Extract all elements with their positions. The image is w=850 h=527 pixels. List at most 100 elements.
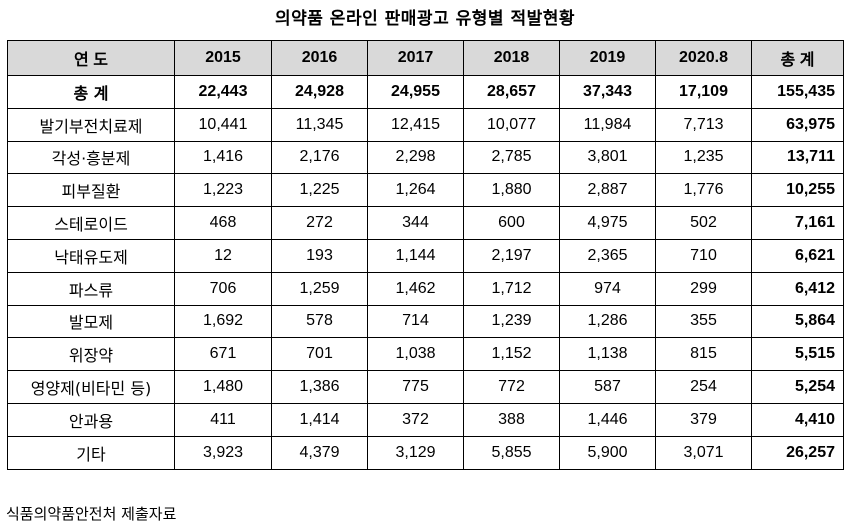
table-cell: 1,225 bbox=[271, 173, 368, 208]
table-cell: 671 bbox=[174, 337, 272, 372]
table-row: 낙태유도제 12 193 1,144 2,197 2,365 710 6,621 bbox=[7, 238, 844, 273]
table-cell: 4,975 bbox=[559, 206, 656, 240]
table-cell: 11,345 bbox=[271, 107, 368, 142]
table-cell: 372 bbox=[367, 402, 464, 437]
row-label: 발모제 bbox=[7, 304, 175, 339]
table-cell: 1,223 bbox=[174, 173, 272, 208]
table-cell: 254 bbox=[655, 370, 752, 404]
header-category: 연 도 bbox=[7, 40, 175, 76]
table-row: 영양제(비타민 등) 1,480 1,386 775 772 587 254 5,254 bbox=[7, 370, 844, 404]
table-cell: 706 bbox=[174, 271, 272, 306]
table-cell: 1,712 bbox=[463, 271, 560, 306]
table-cell: 272 bbox=[271, 206, 368, 240]
table-cell: 600 bbox=[463, 206, 560, 240]
table-cell: 10,077 bbox=[463, 107, 560, 142]
table-cell: 2,176 bbox=[271, 140, 368, 175]
table-cell: 2,365 bbox=[559, 238, 656, 273]
table-cell: 12,415 bbox=[367, 107, 464, 142]
header-year: 2015 bbox=[174, 40, 272, 76]
table-cell: 772 bbox=[463, 370, 560, 404]
table-row: 발기부전치료제 10,441 11,345 12,415 10,077 11,984 7,7… bbox=[7, 107, 844, 142]
table-row: 피부질환 1,223 1,225 1,264 1,880 2,887 1,776 10,255 bbox=[7, 173, 844, 208]
table-cell: 10,441 bbox=[174, 107, 272, 142]
table-row: 안과용 411 1,414 372 388 1,446 379 4,410 bbox=[7, 402, 844, 437]
header-year: 2019 bbox=[559, 40, 656, 76]
table-cell: 1,286 bbox=[559, 304, 656, 339]
table-cell: 24,928 bbox=[271, 75, 368, 109]
header-year: 2016 bbox=[271, 40, 368, 76]
table-row: 기타 3,923 4,379 3,129 5,855 5,900 3,071 26,257 bbox=[7, 435, 844, 470]
table-cell: 12 bbox=[174, 238, 272, 273]
row-total: 6,621 bbox=[751, 238, 844, 273]
table-cell: 1,038 bbox=[367, 337, 464, 372]
table-cell: 1,880 bbox=[463, 173, 560, 208]
row-label: 안과용 bbox=[7, 402, 175, 437]
row-label: 발기부전치료제 bbox=[7, 107, 175, 142]
table-cell: 3,801 bbox=[559, 140, 656, 175]
table-cell: 1,152 bbox=[463, 337, 560, 372]
table-cell: 1,138 bbox=[559, 337, 656, 372]
row-label: 낙태유도제 bbox=[7, 238, 175, 273]
table-cell: 355 bbox=[655, 304, 752, 339]
row-total: 26,257 bbox=[751, 435, 844, 470]
table-cell: 502 bbox=[655, 206, 752, 240]
table-cell: 1,235 bbox=[655, 140, 752, 175]
table-cell: 1,776 bbox=[655, 173, 752, 208]
row-total: 4,410 bbox=[751, 402, 844, 437]
total-row: 총 계 22,443 24,928 24,955 28,657 37,343 17,109 1… bbox=[7, 75, 844, 109]
row-label: 스테로이드 bbox=[7, 206, 175, 240]
table-cell: 17,109 bbox=[655, 75, 752, 109]
row-label: 위장약 bbox=[7, 337, 175, 372]
row-label: 각성·흥분제 bbox=[7, 140, 175, 175]
row-total: 5,515 bbox=[751, 337, 844, 372]
row-label: 기타 bbox=[7, 435, 175, 470]
row-total: 155,435 bbox=[751, 75, 844, 109]
header-total: 총 계 bbox=[751, 40, 844, 76]
table-cell: 701 bbox=[271, 337, 368, 372]
table-cell: 28,657 bbox=[463, 75, 560, 109]
table-cell: 22,443 bbox=[174, 75, 272, 109]
header-year: 2020.8 bbox=[655, 40, 752, 76]
table-cell: 714 bbox=[367, 304, 464, 339]
table-cell: 4,379 bbox=[271, 435, 368, 470]
row-total: 13,711 bbox=[751, 140, 844, 175]
table-cell: 1,414 bbox=[271, 402, 368, 437]
table-cell: 379 bbox=[655, 402, 752, 437]
table-row: 위장약 671 701 1,038 1,152 1,138 815 5,515 bbox=[7, 337, 844, 372]
table-cell: 1,239 bbox=[463, 304, 560, 339]
source-note: 식품의약품안전처 제출자료 bbox=[6, 505, 177, 523]
table-cell: 344 bbox=[367, 206, 464, 240]
table-cell: 3,071 bbox=[655, 435, 752, 470]
row-total: 5,254 bbox=[751, 370, 844, 404]
table-cell: 710 bbox=[655, 238, 752, 273]
table-cell: 24,955 bbox=[367, 75, 464, 109]
table-row: 스테로이드 468 272 344 600 4,975 502 7,161 bbox=[7, 206, 844, 240]
table-cell: 37,343 bbox=[559, 75, 656, 109]
table-cell: 1,480 bbox=[174, 370, 272, 404]
table-title: 의약품 온라인 판매광고 유형별 적발현황 bbox=[274, 9, 576, 29]
table-cell: 1,462 bbox=[367, 271, 464, 306]
table-cell: 1,264 bbox=[367, 173, 464, 208]
table-cell: 193 bbox=[271, 238, 368, 273]
row-label: 영양제(비타민 등) bbox=[7, 370, 175, 404]
row-label: 파스류 bbox=[7, 271, 175, 306]
table-cell: 1,692 bbox=[174, 304, 272, 339]
table-cell: 388 bbox=[463, 402, 560, 437]
table-cell: 5,900 bbox=[559, 435, 656, 470]
table-cell: 2,887 bbox=[559, 173, 656, 208]
table-row: 각성·흥분제 1,416 2,176 2,298 2,785 3,801 1,235 13,7… bbox=[7, 140, 844, 175]
table-cell: 2,785 bbox=[463, 140, 560, 175]
table-cell: 3,923 bbox=[174, 435, 272, 470]
table-cell: 7,713 bbox=[655, 107, 752, 142]
table-cell: 411 bbox=[174, 402, 272, 437]
table-cell: 1,144 bbox=[367, 238, 464, 273]
header-row: 연 도 2015 2016 2017 2018 2019 2020.8 총 계 bbox=[7, 40, 844, 76]
table-cell: 3,129 bbox=[367, 435, 464, 470]
row-total: 63,975 bbox=[751, 107, 844, 142]
header-year: 2017 bbox=[367, 40, 464, 76]
row-total: 5,864 bbox=[751, 304, 844, 339]
table-cell: 1,446 bbox=[559, 402, 656, 437]
table-row: 파스류 706 1,259 1,462 1,712 974 299 6,412 bbox=[7, 271, 844, 306]
table-row: 발모제 1,692 578 714 1,239 1,286 355 5,864 bbox=[7, 304, 844, 339]
table-cell: 578 bbox=[271, 304, 368, 339]
